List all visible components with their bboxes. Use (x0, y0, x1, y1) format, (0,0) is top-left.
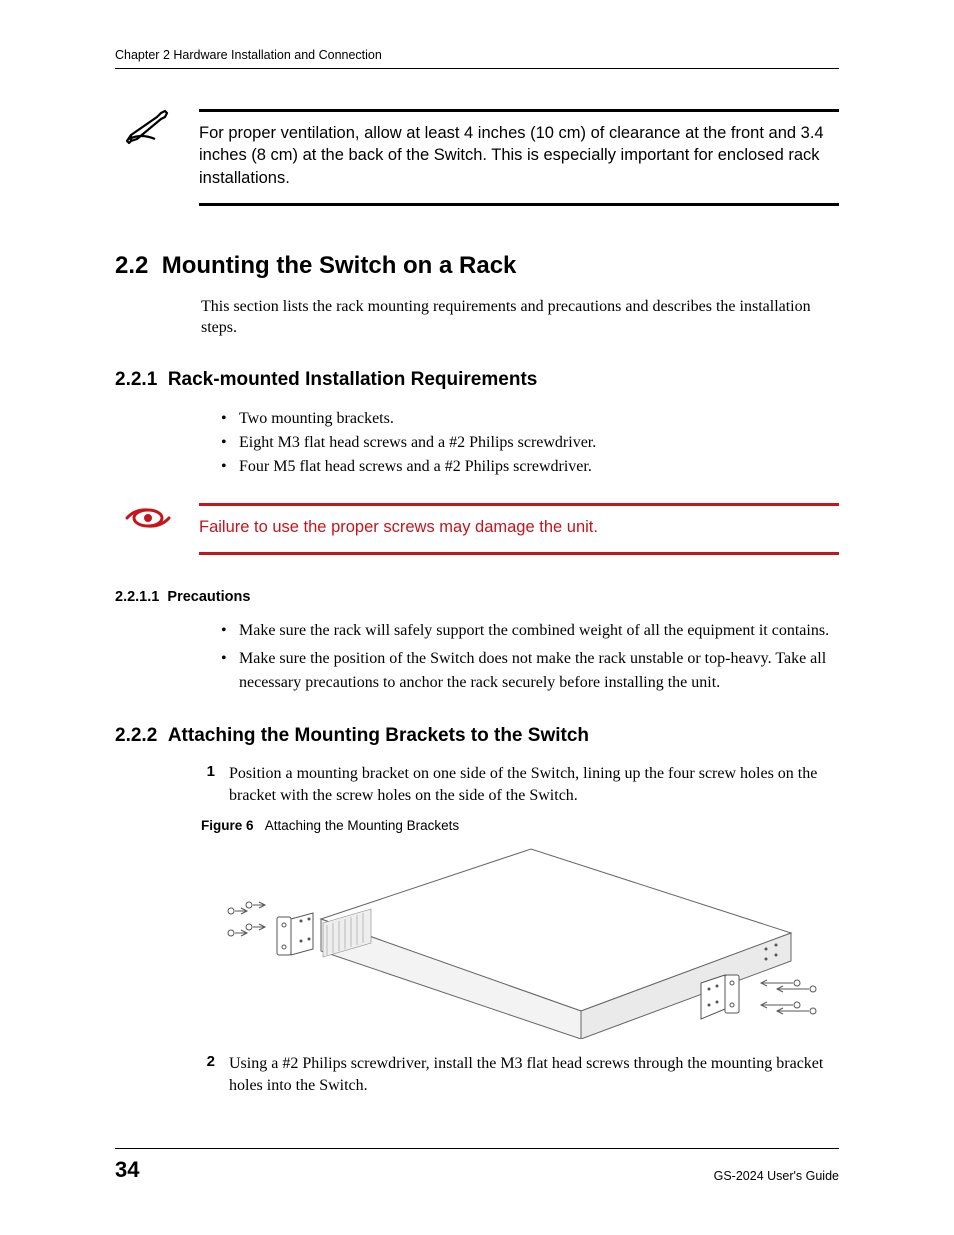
list-item: Four M5 flat head screws and a #2 Philip… (225, 455, 839, 479)
page-footer: 34 GS-2024 User's Guide (115, 1148, 839, 1183)
step-text: Position a mounting bracket on one side … (229, 763, 839, 806)
warning-icon (125, 503, 171, 549)
step-number: 1 (201, 763, 215, 806)
section-2-2-1-1-title: Precautions (167, 589, 250, 605)
list-item: Two mounting brackets. (225, 407, 839, 431)
step-text: Using a #2 Philips screwdriver, install … (229, 1053, 839, 1096)
section-2-2-title: Mounting the Switch on a Rack (162, 252, 517, 279)
note-callout: For proper ventilation, allow at least 4… (125, 109, 839, 206)
section-2-2-1-number: 2.2.1 (115, 369, 157, 390)
note-callout-text: For proper ventilation, allow at least 4… (199, 122, 839, 189)
section-2-2-2-heading: 2.2.2 Attaching the Mounting Brackets to… (115, 725, 839, 747)
section-2-2-1-title: Rack-mounted Installation Requirements (168, 369, 538, 390)
precautions-list: Make sure the rack will safely support t… (225, 619, 839, 695)
step-number: 2 (201, 1053, 215, 1096)
list-item: Eight M3 flat head screws and a #2 Phili… (225, 431, 839, 455)
figure-caption-text: Attaching the Mounting Brackets (265, 818, 459, 833)
section-2-2-number: 2.2 (115, 252, 148, 279)
figure-caption: Figure 6 Attaching the Mounting Brackets (201, 818, 839, 833)
page-header: Chapter 2 Hardware Installation and Conn… (115, 48, 839, 69)
section-2-2-2-title: Attaching the Mounting Brackets to the S… (168, 725, 589, 746)
section-2-2-2-number: 2.2.2 (115, 725, 157, 746)
page-number: 34 (115, 1157, 139, 1183)
section-2-2-1-1-number: 2.2.1.1 (115, 589, 159, 605)
figure-label: Figure 6 (201, 818, 254, 833)
list-item: Make sure the rack will safely support t… (225, 619, 839, 643)
section-2-2-heading: 2.2 Mounting the Switch on a Rack (115, 252, 839, 280)
figure-6-diagram (201, 839, 821, 1039)
requirements-list: Two mounting brackets. Eight M3 flat hea… (225, 407, 839, 479)
step-list: 1 Position a mounting bracket on one sid… (201, 763, 839, 806)
step-list-cont: 2 Using a #2 Philips screwdriver, instal… (201, 1053, 839, 1096)
chapter-line: Chapter 2 Hardware Installation and Conn… (115, 48, 382, 62)
note-callout-body: For proper ventilation, allow at least 4… (199, 109, 839, 206)
section-2-2-1-heading: 2.2.1 Rack-mounted Installation Requirem… (115, 369, 839, 391)
step-item: 2 Using a #2 Philips screwdriver, instal… (201, 1053, 839, 1096)
guide-name: GS-2024 User's Guide (714, 1169, 839, 1183)
warning-callout-body: Failure to use the proper screws may dam… (199, 503, 839, 555)
note-icon (125, 109, 171, 155)
step-item: 1 Position a mounting bracket on one sid… (201, 763, 839, 806)
section-2-2-1-1-heading: 2.2.1.1 Precautions (115, 589, 839, 605)
list-item: Make sure the position of the Switch doe… (225, 647, 839, 695)
warning-callout-text: Failure to use the proper screws may dam… (199, 516, 839, 538)
section-2-2-intro: This section lists the rack mounting req… (201, 296, 839, 339)
warning-callout: Failure to use the proper screws may dam… (125, 503, 839, 555)
